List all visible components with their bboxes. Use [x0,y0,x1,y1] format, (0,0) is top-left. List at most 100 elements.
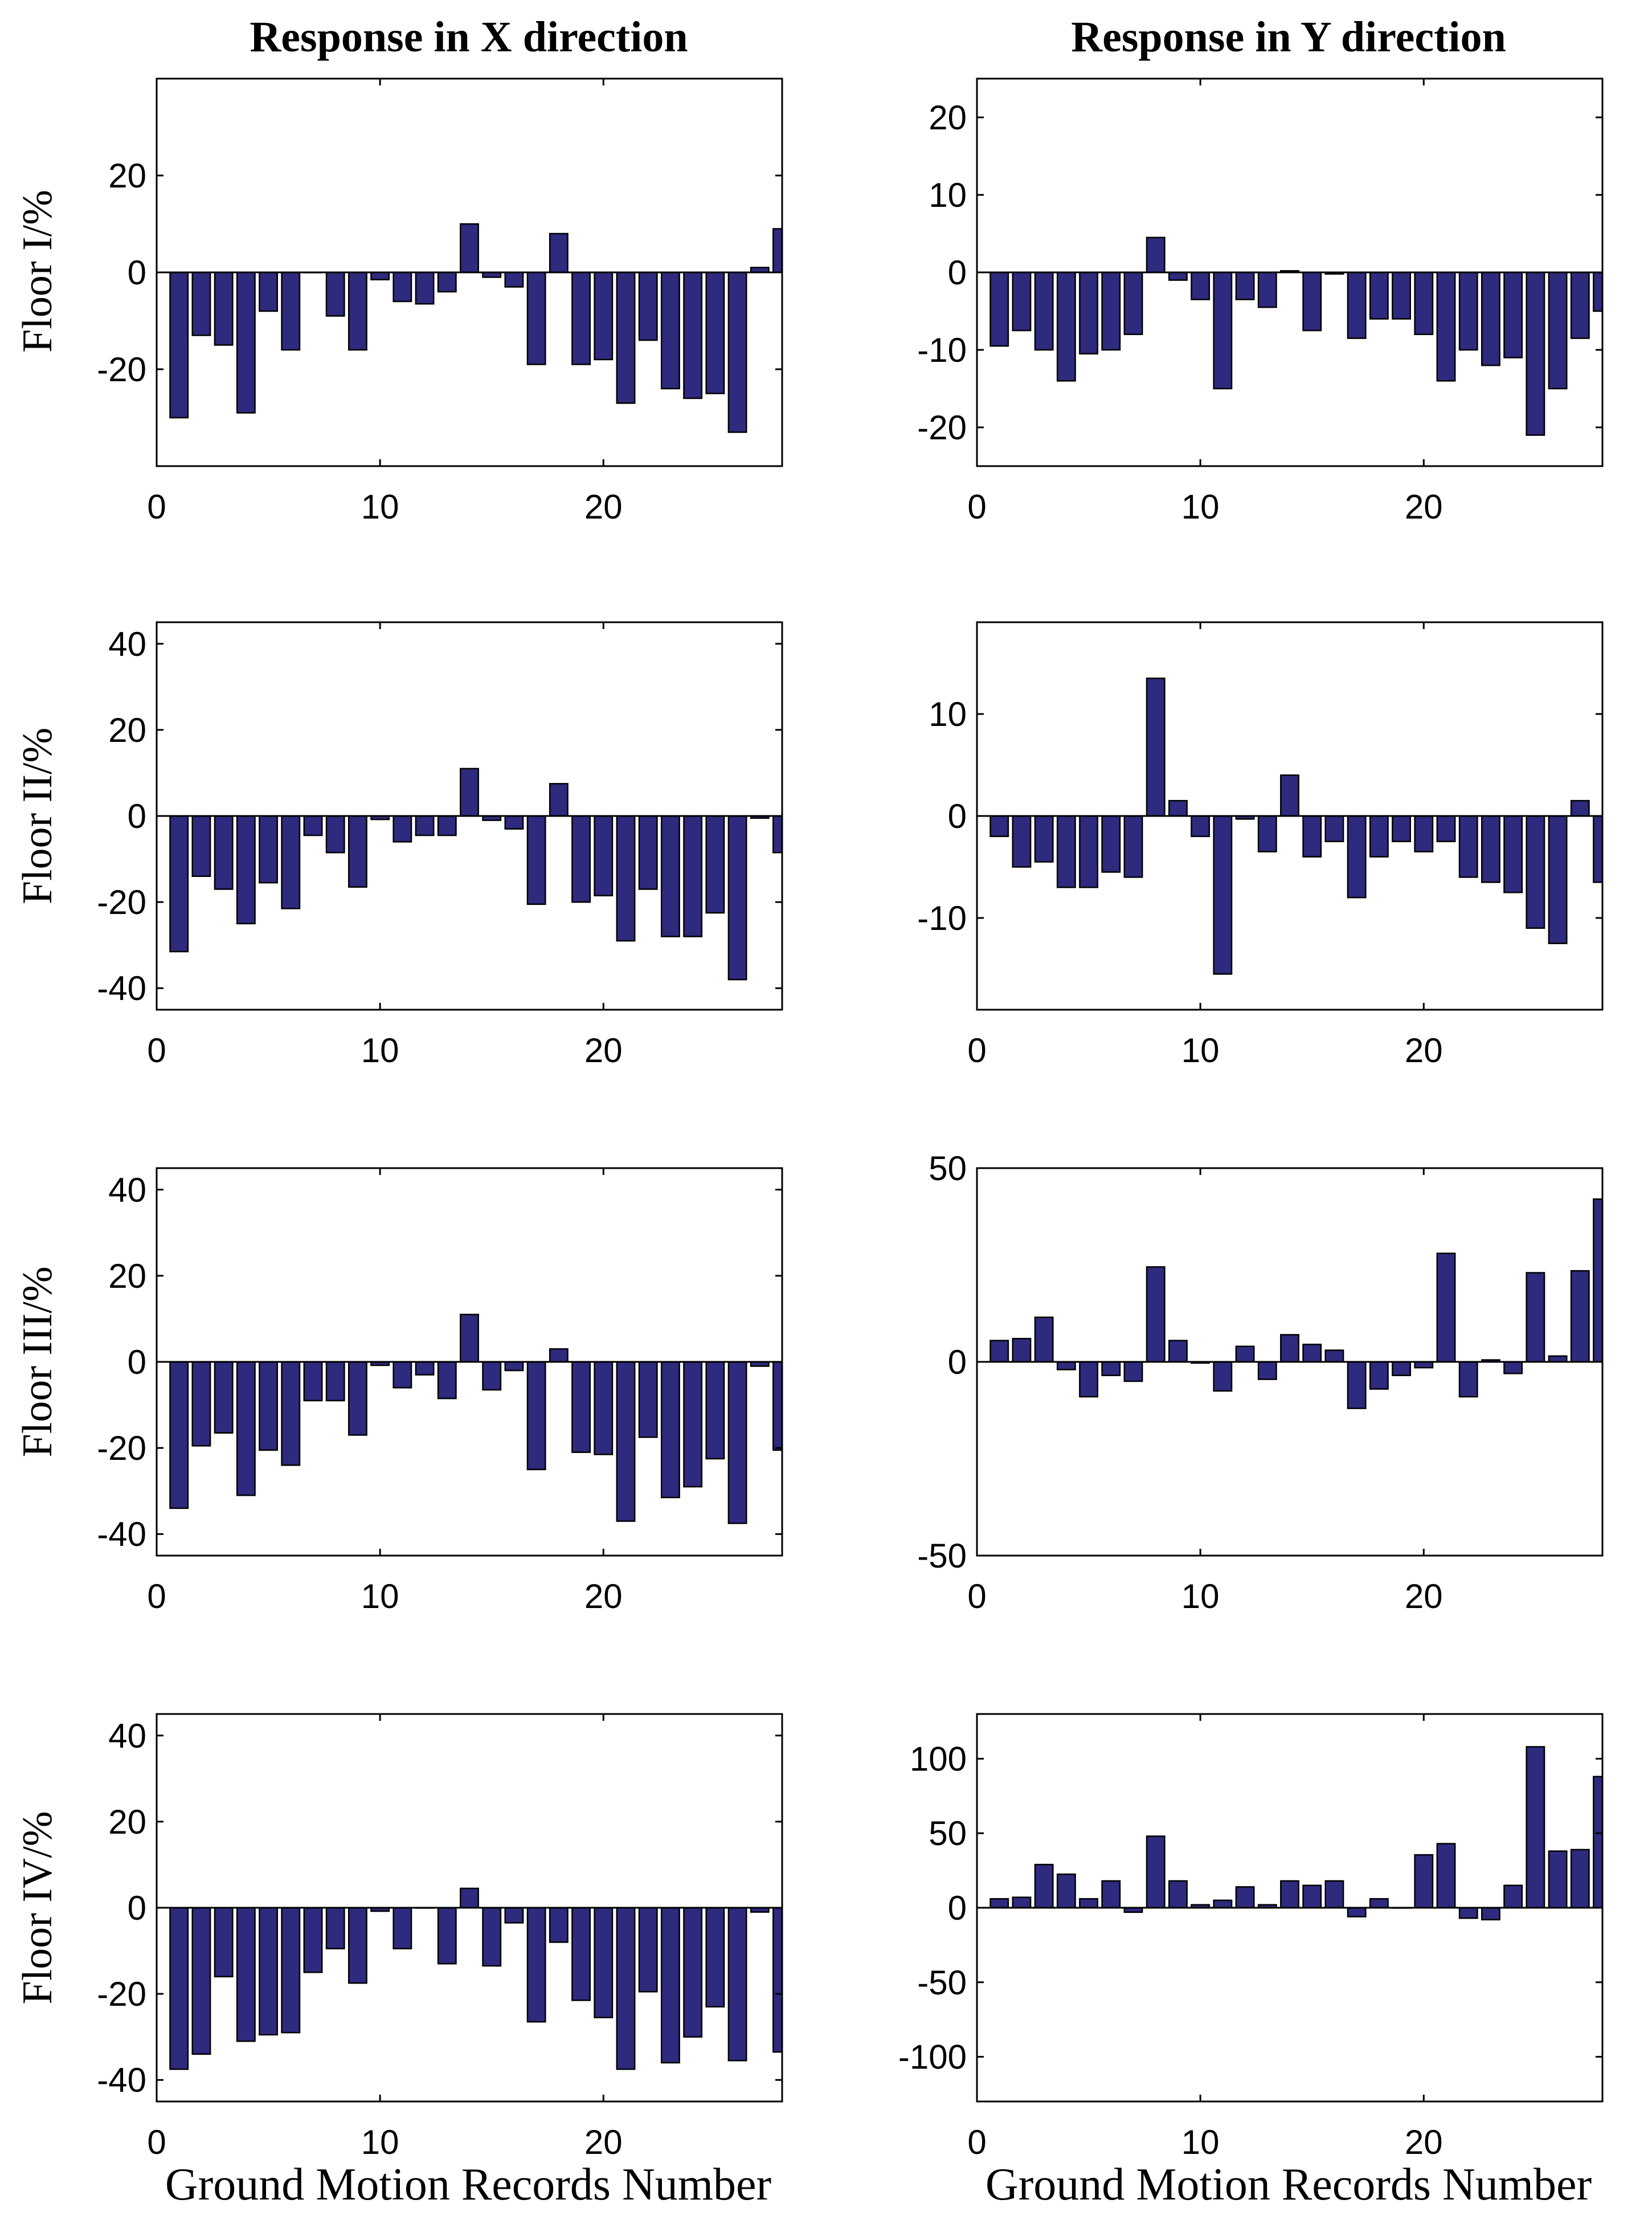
bar [169,1907,189,2070]
bar [660,1361,680,1499]
bar [1458,271,1478,351]
bar [392,271,412,303]
bar [705,815,725,914]
bar [1012,815,1032,868]
bar [1414,815,1434,852]
x-tick-label: 20 [1405,1031,1443,1070]
y-tick-label: -40 [97,1515,146,1553]
y-tick-label: 10 [929,695,967,733]
bar [1079,1898,1099,1909]
x-axis-label-left: Ground Motion Records Number [165,2160,771,2210]
bar [549,1907,569,1943]
bar [1324,815,1344,842]
bar [303,815,323,836]
y-tick-label: -20 [97,883,146,921]
bar [460,1313,479,1363]
bar [1347,1907,1367,1917]
bar [259,1907,279,2036]
bar [1280,1334,1299,1363]
bar [1414,1361,1434,1369]
bar [1392,1361,1412,1377]
bar [437,815,457,836]
bar [638,815,658,890]
x-tick-label: 10 [361,1577,399,1615]
bar [1034,815,1054,863]
bar [1146,236,1166,274]
bar [526,1361,546,1471]
bar [1324,1880,1344,1909]
bar [660,271,680,390]
bar [236,1361,256,1496]
row-label-floor-2: Floor II/% [14,728,61,904]
y-tick-label: 0 [128,797,146,835]
y-tick-label: 0 [948,797,967,835]
subplot-floor4-y: -100 -50 0 50 100 0 10 20 [898,1713,1604,2161]
row-label-floor-3: Floor III/% [14,1267,61,1458]
x-tick-label: 10 [1181,1577,1220,1615]
bar [460,223,479,274]
bar [437,271,457,293]
y-tick-label: -100 [898,2038,967,2076]
bar [727,1361,747,1524]
bar [415,271,435,305]
bar [616,815,636,942]
x-tick-label: 20 [584,488,623,526]
bar [214,1907,234,1978]
bar [1168,799,1188,817]
bar [1526,815,1545,929]
bar [683,271,703,399]
bar [1503,815,1523,893]
bar [638,271,658,341]
bar [594,271,614,361]
bar [1257,271,1277,308]
bar [683,1361,703,1488]
bar [1101,271,1121,351]
bar [1526,271,1545,436]
bar [549,232,569,274]
bar [1458,1907,1478,1919]
bar [571,1907,591,2001]
bar [705,271,725,394]
bar [1414,1854,1434,1909]
bar [660,815,680,937]
bar [1503,1884,1523,1909]
y-tick-label: -20 [917,409,967,447]
bar [370,271,390,280]
bar [1369,1898,1389,1909]
bar [1503,271,1523,358]
y-tick-label: 10 [929,176,967,214]
bar [1101,1361,1121,1377]
bar [191,815,211,878]
bar [1302,1344,1322,1363]
bar [460,768,479,817]
bar [281,1907,301,2034]
y-tick-label: 20 [108,1257,146,1295]
bar [727,815,747,981]
y-tick-label: 100 [910,1740,967,1778]
x-tick-label: 10 [1181,2123,1220,2161]
bar [1503,1361,1523,1374]
bar [1146,1835,1166,1909]
bar [1034,1863,1054,1909]
bar [1570,1270,1590,1363]
bar [1056,1361,1076,1370]
y-tick-label: -20 [97,1429,146,1467]
bar [1012,1337,1032,1363]
bar [616,1361,636,1522]
bar [1213,1899,1233,1909]
y-tick-label: -10 [917,331,967,369]
column-title-x: Response in X direction [250,13,688,61]
bar [1570,799,1590,817]
x-tick-label: 0 [147,1577,166,1615]
bar [214,271,234,346]
bar [1302,1884,1322,1909]
x-tick-label: 0 [967,1031,986,1070]
bar [214,815,234,890]
bar [526,1907,546,2023]
bar [191,1361,211,1447]
bar [325,271,345,317]
x-tick-label: 0 [967,2123,986,2161]
bar [549,783,569,817]
